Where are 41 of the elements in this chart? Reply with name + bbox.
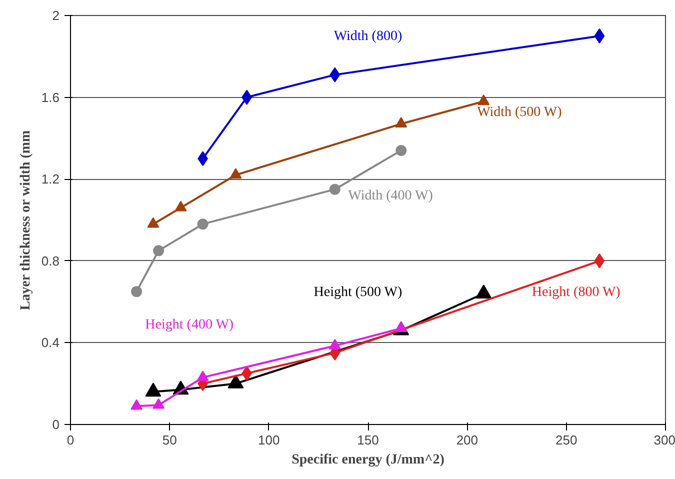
point bbox=[152, 398, 165, 409]
x-tick-label: 0 bbox=[66, 432, 74, 448]
y-tick-label: 1.2 bbox=[41, 172, 60, 187]
text: Height (400 W) bbox=[145, 317, 234, 332]
point bbox=[147, 217, 160, 228]
x-tick-label: 300 bbox=[654, 432, 675, 448]
point bbox=[478, 94, 490, 106]
point bbox=[476, 284, 492, 298]
series-label: Width (800) bbox=[334, 29, 402, 44]
point bbox=[594, 253, 605, 268]
y-axis-title: Layer thickness or width (mm bbox=[18, 130, 34, 310]
x-tick-label: 150 bbox=[357, 432, 379, 448]
point bbox=[197, 218, 208, 230]
series-label: Height (500 W) bbox=[314, 284, 402, 300]
point bbox=[330, 67, 340, 82]
series-label: Width (500 W) bbox=[477, 104, 562, 120]
point bbox=[594, 28, 605, 44]
point bbox=[396, 144, 407, 156]
y-tick-label: 1.6 bbox=[41, 90, 60, 105]
series-label: Width (400 W) bbox=[348, 188, 434, 204]
x-tick-label: 100 bbox=[258, 432, 280, 448]
point bbox=[395, 117, 408, 128]
point bbox=[130, 399, 143, 410]
x-tick-label: 200 bbox=[456, 432, 478, 448]
point bbox=[228, 374, 244, 388]
y-tick-label: 0 bbox=[52, 417, 60, 432]
y-tick-label: 2 bbox=[52, 8, 60, 23]
point bbox=[153, 245, 164, 256]
series-label: Height (800 W) bbox=[532, 284, 621, 300]
point bbox=[328, 338, 341, 350]
point bbox=[230, 168, 242, 179]
point bbox=[329, 184, 340, 195]
point bbox=[196, 370, 209, 382]
y-tick-label: 0.8 bbox=[41, 253, 60, 268]
x-tick-label: 50 bbox=[162, 432, 177, 448]
x-axis-title: Specific energy (J/mm^2) bbox=[292, 452, 445, 468]
point bbox=[174, 200, 187, 212]
x-tick-label: 250 bbox=[555, 432, 578, 448]
y-tick-label: 0.4 bbox=[41, 335, 60, 350]
point bbox=[131, 286, 142, 298]
point bbox=[145, 382, 162, 397]
